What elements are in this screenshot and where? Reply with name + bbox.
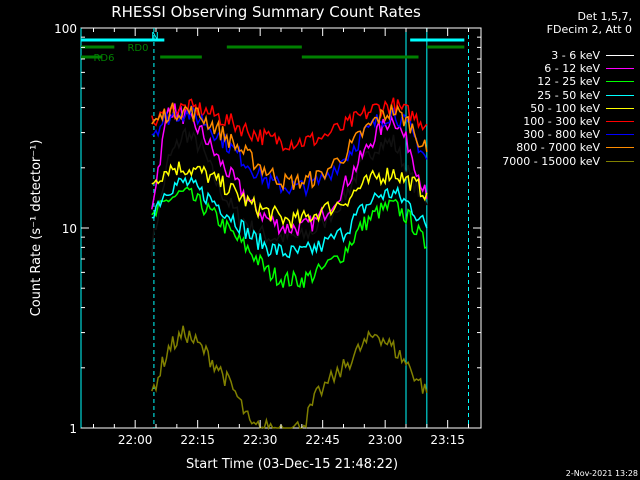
legend-entry-label: 100 - 300 keV <box>523 114 600 128</box>
x-tick-label: 22:00 <box>118 433 153 447</box>
legend-header: Det 1,5,7, FDecim 2, Att 0 <box>547 10 632 36</box>
legend-entry-swatch <box>606 134 634 136</box>
x-tick-label: 23:15 <box>430 433 465 447</box>
legend-header-line-2: FDecim 2, Att 0 <box>546 23 632 36</box>
legend-entry: 100 - 300 keV <box>494 115 634 128</box>
series-line <box>151 325 428 431</box>
legend-entry: 3 - 6 keV <box>494 49 634 62</box>
y-tick-label: 10 <box>62 222 77 236</box>
series-line <box>151 175 428 259</box>
x-tick-label: 22:45 <box>305 433 340 447</box>
legend-entry-label: 25 - 50 keV <box>537 88 600 102</box>
legend-entry-label: 3 - 6 keV <box>551 49 600 62</box>
legend-entry-label: 7000 - 15000 keV <box>502 154 600 168</box>
legend-entry: 7000 - 15000 keV <box>494 155 634 168</box>
legend-entry-swatch <box>606 55 634 56</box>
legend-header-line-1: Det 1,5,7, <box>577 10 632 23</box>
flag-bar-label: RD6 <box>93 53 114 64</box>
legend-entry-swatch <box>606 107 634 109</box>
chart-title: RHESSI Observing Summary Count Rates <box>111 3 421 21</box>
legend-entry-swatch <box>606 120 634 122</box>
legend-entry: 25 - 50 keV <box>494 89 634 102</box>
legend-entry-label: 6 - 12 keV <box>544 62 600 76</box>
series-line <box>151 104 428 198</box>
legend-entry-swatch <box>606 94 634 96</box>
legend-entry-swatch <box>606 147 634 149</box>
legend-entry-swatch <box>606 68 634 70</box>
x-tick-label: 22:30 <box>243 433 278 447</box>
flag-bar-label: RD0 <box>127 43 148 54</box>
flag-bar-label: N <box>151 31 158 42</box>
plot-frame <box>80 27 482 429</box>
legend-entry-swatch <box>606 160 634 162</box>
legend-entry-label: 50 - 100 keV <box>530 101 600 115</box>
legend-entry-label: 12 - 25 keV <box>537 75 600 89</box>
series-line <box>151 186 427 288</box>
y-tick-label: 1 <box>69 422 77 436</box>
legend-entry: 12 - 25 keV <box>494 75 634 88</box>
footer-date: 2-Nov-2021 13:28 <box>565 469 638 478</box>
series-line <box>151 126 428 257</box>
legend-entry: 50 - 100 keV <box>494 102 634 115</box>
legend-entry: 800 - 7000 keV <box>494 141 634 154</box>
legend: 3 - 6 keV 6 - 12 keV 12 - 25 keV 25 - 50 ke… <box>494 49 634 168</box>
x-tick-label: 22:15 <box>180 433 215 447</box>
series-line <box>151 161 428 229</box>
legend-entry: 300 - 800 keV <box>494 128 634 141</box>
legend-entry-label: 800 - 7000 keV <box>516 141 600 155</box>
legend-entry-swatch <box>606 81 634 83</box>
legend-entry-label: 300 - 800 keV <box>523 128 600 142</box>
series-line <box>151 102 428 192</box>
y-tick-label: 100 <box>54 22 77 36</box>
legend-entry: 6 - 12 keV <box>494 62 634 75</box>
x-tick-label: 23:00 <box>368 433 403 447</box>
x-axis-label: Start Time (03-Dec-15 21:48:22) <box>186 457 398 472</box>
y-axis-label: Count Rate (s⁻¹ detector⁻¹) <box>29 140 44 317</box>
